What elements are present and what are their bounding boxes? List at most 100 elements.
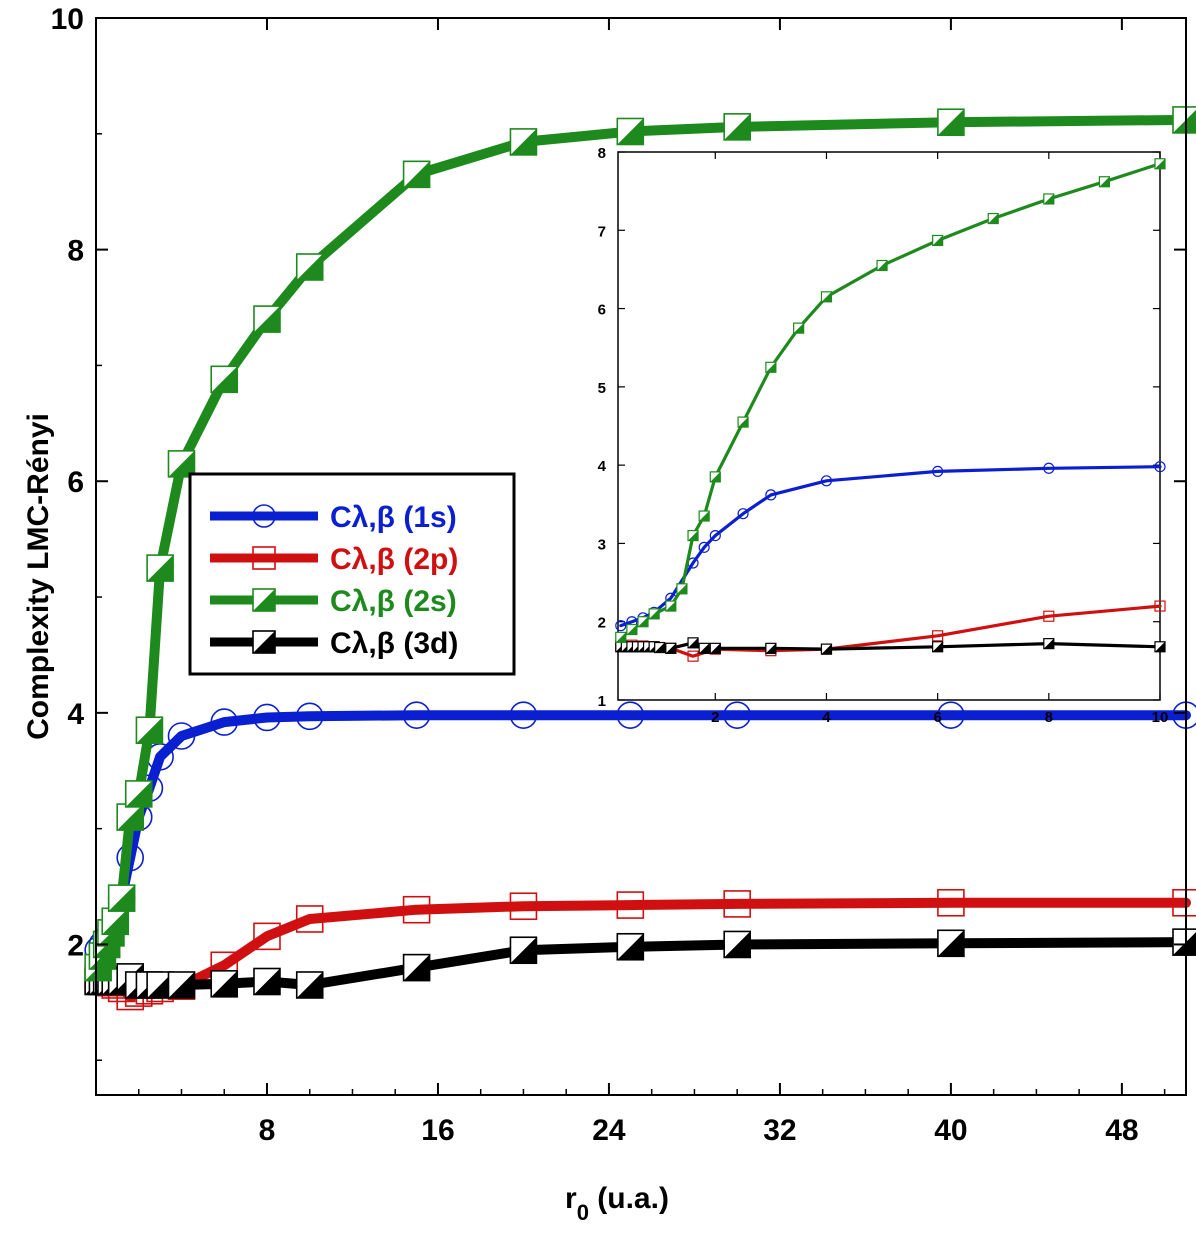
inset-point-s2-fill [988,213,999,224]
main-point-p2-shape [253,922,281,951]
main-point-d3 [723,930,751,959]
inset-series-s2 [615,158,1166,643]
main-point-s2-fill [510,128,537,155]
legend-entry-s2: Cλ,β (2s) [210,585,457,618]
main-point-s1-shape [937,701,965,729]
legend-entry-p2: Cλ,β (2p) [210,543,458,576]
main-point-s2 [107,884,136,912]
inset-x-tick-label: 10 [1152,709,1169,726]
inset-point-d3 [709,642,721,654]
inset-point-d3 [932,641,944,653]
main-point-d3-fill [211,970,238,997]
main-point-s2 [135,716,164,745]
inset-point-s2 [737,416,749,428]
inset-series-group [615,158,1166,662]
main-point-d3-fill [168,971,195,998]
inset-y-tick-label: 7 [598,223,606,240]
main-point-d3-fill [617,933,644,960]
main-point-s1-shape [616,701,645,729]
inset-y-tick-label: 1 [598,693,606,710]
main-point-s2-fill [147,555,174,582]
inset-point-s1-shape [737,508,749,520]
main-point-s1-shape [253,703,281,732]
main-point-d3-fill [510,937,537,964]
legend-label-p2: Cλ,β (2p) [330,543,458,576]
main-point-s1 [210,708,239,736]
legend-entry-s1: Cλ,β (1s) [210,501,457,534]
inset-point-p2 [1043,610,1055,622]
inset-point-s2-fill [932,235,943,246]
inset-point-s2-fill [738,417,749,428]
x-tick-label: 48 [1105,1114,1138,1147]
main-point-s2-fill [117,804,144,831]
inset-point-s2 [1154,158,1166,170]
main-point-s2-fill [136,717,163,744]
main-point-p2 [937,888,965,917]
inset-point-s2 [698,510,710,522]
inset-x-tick-label: 6 [933,709,941,726]
inset-point-d3-fill [699,643,710,654]
x-axis-label-main: r [565,1182,577,1215]
inset-point-s2 [648,608,660,620]
main-point-d3 [1172,928,1196,956]
inset-point-s2 [793,322,805,334]
legend-label-d3: Cλ,β (3d) [330,627,458,660]
inset-point-s1-shape [615,620,627,632]
inset-point-d3-fill [932,641,943,652]
inset-point-p2-shape [1154,600,1166,612]
x-tick-label: 32 [763,1114,796,1147]
main-point-s2-fill [168,450,195,477]
main-point-d3 [616,932,645,961]
inset-y-tick-label: 3 [598,536,606,553]
x-tick-label: 8 [259,1114,276,1147]
inset-point-s2-fill [638,616,649,627]
main-point-d3-fill [724,931,751,958]
main-point-s2 [723,113,751,141]
inset-point-s2-fill [665,601,676,612]
inset-point-s2-fill [699,511,710,522]
y-tick-label: 10 [51,3,84,36]
inset-point-p2-shape [1043,610,1055,622]
inset-point-p2 [932,630,944,642]
inset-point-s1 [820,475,833,487]
inset-point-s2-fill [649,608,660,619]
main-point-s1-shape [295,702,324,731]
inset-point-p2 [687,650,699,662]
x-axis-label: r0 (u.a.) [565,1182,669,1225]
inset-y-tick-label: 8 [598,145,606,162]
legend-box [188,472,516,676]
inset-point-d3-fill [821,644,832,655]
main-point-s1 [295,702,324,731]
inset-point-s2 [765,361,777,373]
main-point-s2 [101,907,130,936]
main-point-p2 [402,895,431,924]
x-tick-label: 40 [934,1114,967,1147]
main-point-p2 [295,905,324,933]
main-point-s2 [253,305,281,333]
inset-point-s1 [932,465,944,478]
main-point-s2 [124,780,153,808]
y-axis-label: Complexity LMC-Rényi [22,413,55,740]
main-frame [95,17,1187,1096]
inset-y-tick-label: 4 [598,458,607,475]
main-point-p2-shape [723,890,751,918]
main-point-s1-shape [402,701,431,729]
inset-point-d3 [687,637,699,649]
inset-point-d3 [665,642,677,654]
x-axis-label-unit: (u.a.) [589,1182,669,1215]
inset-point-s1-shape [709,529,721,542]
legend-marker-p2 [252,546,276,570]
inset-point-s2 [687,529,699,542]
inset-point-s2 [637,616,649,628]
legend-entry-d3: Cλ,β (3d) [210,627,458,660]
inset-point-p2-shape [687,650,699,662]
main-point-p2 [509,892,538,921]
main-point-s1 [616,701,645,729]
main-point-d3 [509,936,538,965]
main-point-s2 [616,117,645,146]
inset-y-tick-label: 6 [598,302,606,319]
inset-point-d3-fill [688,637,699,648]
inset-x-tick-label: 2 [711,709,719,726]
inset-point-d3 [820,643,833,655]
